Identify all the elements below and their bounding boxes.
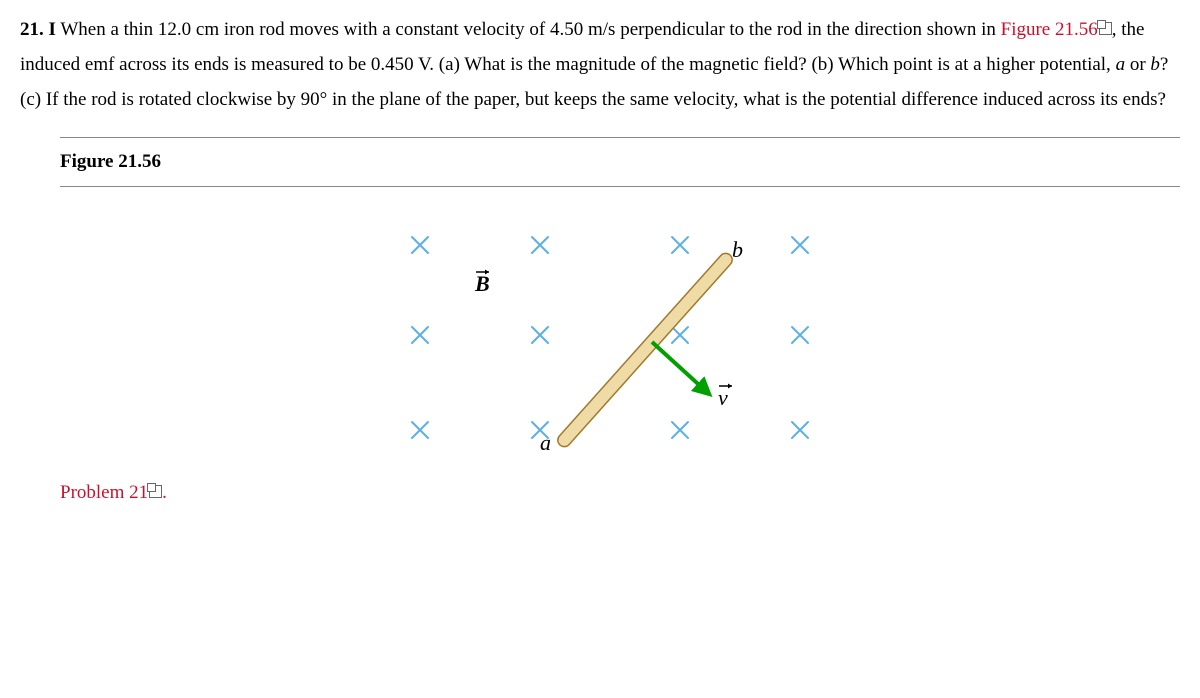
popout-icon bbox=[1099, 22, 1112, 35]
problem-number: 21. bbox=[20, 19, 44, 40]
figure-diagram: Ba b v bbox=[60, 205, 1180, 475]
problem-bottom-ref[interactable]: Problem 21. bbox=[60, 475, 1180, 510]
bottom-ref-text: Problem 21 bbox=[60, 482, 148, 503]
svg-text:B: B bbox=[474, 271, 490, 296]
figure-reference-link[interactable]: Figure 21.56 bbox=[1001, 19, 1112, 40]
svg-text:b: b bbox=[732, 237, 743, 262]
svg-text:a: a bbox=[540, 430, 551, 455]
svg-text:v: v bbox=[718, 385, 728, 410]
figure-ref-text: Figure 21.56 bbox=[1001, 19, 1098, 40]
popout-icon bbox=[149, 485, 162, 498]
text-part: or bbox=[1125, 54, 1150, 75]
var-a: a bbox=[1116, 54, 1126, 75]
text-part: When a thin 12.0 cm iron rod moves with … bbox=[60, 19, 1000, 40]
figure-caption: Figure 21.56 bbox=[60, 137, 1180, 186]
problem-statement: 21. I When a thin 12.0 cm iron rod moves… bbox=[20, 12, 1180, 117]
var-b: b bbox=[1150, 54, 1160, 75]
difficulty-marker: I bbox=[49, 19, 56, 40]
